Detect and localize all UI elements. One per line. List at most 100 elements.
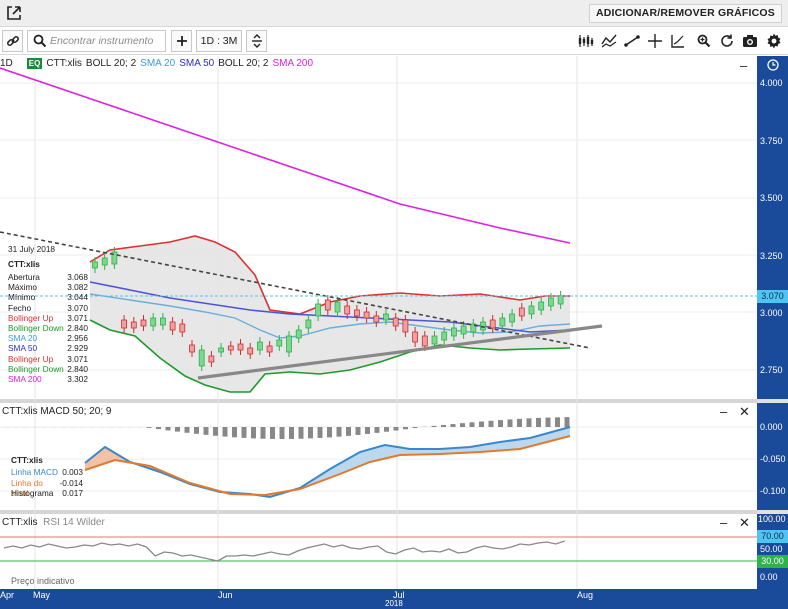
macd-tick: -0.050 (760, 454, 786, 464)
candle (150, 313, 157, 331)
date-tick: Jun (218, 590, 233, 600)
settings-gear-icon[interactable] (764, 31, 784, 51)
candle (402, 315, 409, 337)
candle (324, 295, 331, 315)
macd-histogram-bar (308, 427, 313, 439)
candle (480, 317, 486, 335)
link-button[interactable] (2, 30, 23, 52)
candle (499, 313, 506, 331)
candle (130, 317, 137, 333)
minimize-macd-icon[interactable]: – (720, 404, 728, 419)
macd-histogram-bar (260, 427, 266, 439)
top-bar: ADICIONAR/REMOVER GRÁFICOS (0, 0, 788, 27)
close-macd-icon[interactable]: ✕ (739, 404, 750, 419)
panel-divider[interactable] (0, 510, 757, 514)
candle (169, 317, 176, 335)
legend-sma200[interactable]: SMA 200 (272, 58, 314, 69)
macd-histogram-bar (241, 427, 247, 438)
candle (286, 331, 292, 357)
candle (334, 297, 341, 317)
chart-canvas[interactable] (0, 56, 757, 589)
indicative-price-note: Preço indicativo (11, 576, 75, 586)
camera-icon[interactable] (740, 31, 760, 51)
rsi-tick: 100.00 (758, 514, 786, 524)
macd-histogram-bar (317, 427, 323, 438)
bollinger-down-line (89, 319, 571, 393)
macd-histogram-bar (270, 427, 275, 439)
candle (189, 340, 195, 357)
dashed-trendline[interactable] (0, 231, 591, 349)
zoom-icon[interactable] (694, 31, 714, 51)
expand-icon[interactable] (4, 4, 24, 22)
tooltip-row: Fecho 3.070 (8, 302, 88, 313)
chart-type-candles-icon[interactable] (576, 31, 596, 51)
sma200-line (0, 67, 571, 244)
macd-histogram-bar (346, 427, 351, 436)
macd-histogram-bar (498, 420, 503, 427)
date-tick: Aug (577, 590, 594, 600)
rsi-oversold-marker: 30.00 (757, 555, 788, 568)
date-tick: Jul (393, 590, 405, 600)
macd-histogram-bar (460, 423, 465, 427)
minimize-main-panel-icon[interactable]: – (740, 58, 748, 73)
candle (227, 341, 234, 355)
rsi-overbought-marker: 70.00 (757, 530, 788, 543)
axis-divider (757, 399, 788, 403)
close-rsi-icon[interactable]: ✕ (739, 515, 750, 530)
minimize-rsi-icon[interactable]: – (720, 515, 728, 530)
price-axis[interactable] (757, 56, 788, 589)
support-trendline[interactable] (197, 324, 603, 380)
candle (121, 315, 127, 333)
add-remove-charts-button[interactable]: ADICIONAR/REMOVER GRÁFICOS (588, 4, 782, 23)
trendline-tool-icon[interactable] (622, 31, 642, 51)
chart-legend: 1D EQ CTT:xlis BOLL 20; 2 SMA 20 SMA 50 BOLL 2… (0, 58, 317, 72)
candle (101, 253, 108, 270)
candle (353, 305, 360, 321)
search-input[interactable] (50, 33, 162, 49)
macd-histogram-bar (184, 427, 190, 433)
macd-tick: 0.000 (760, 422, 783, 432)
tooltip-row: SMA 200 3.302 (8, 373, 88, 384)
add-button[interactable] (171, 30, 192, 52)
year-label: 2018 (385, 599, 403, 608)
clock-icon[interactable] (767, 59, 779, 71)
legend-boll-2[interactable]: BOLL 20; 2 (218, 58, 269, 69)
legend-symbol[interactable]: CTT:xlis (46, 58, 82, 69)
candle (247, 343, 254, 359)
macd-histogram-bar (374, 427, 380, 433)
refresh-icon[interactable] (717, 31, 737, 51)
axis-scale-icon[interactable] (668, 31, 688, 51)
date-axis[interactable] (0, 589, 788, 609)
candle (266, 341, 273, 357)
price-tick: 3.750 (760, 136, 783, 146)
macd-histogram-bar (289, 427, 294, 439)
panel-divider[interactable] (0, 399, 757, 403)
rsi-panel-title[interactable]: CTT:xlis RSI 14 Wilder (2, 517, 105, 528)
signal-line-value: -0.014 (59, 477, 83, 488)
macd-panel-title[interactable]: CTT:xlis MACD 50; 20; 9 (2, 406, 112, 417)
candle (470, 319, 477, 337)
candle (509, 309, 516, 327)
candle (218, 343, 225, 357)
candle (92, 257, 98, 273)
macd-line-value: 0.003 (62, 467, 83, 477)
legend-boll-1[interactable]: BOLL 20; 2 (85, 58, 137, 69)
price-tick: 3.000 (760, 308, 783, 318)
macd-histogram-bar (175, 427, 180, 432)
toolbar: 1D : 3M (0, 27, 788, 55)
legend-sma20[interactable]: SMA 20 (140, 58, 176, 69)
candle (538, 297, 545, 315)
interval-selector[interactable]: 1D : 3M (196, 30, 242, 52)
macd-histogram-bar (365, 427, 370, 434)
crosshair-icon[interactable] (645, 31, 665, 51)
macd-line-label: Linha MACD (11, 467, 59, 477)
macd-histogram-bar (355, 427, 361, 435)
axis-divider (757, 510, 788, 514)
instrument-search[interactable] (27, 30, 166, 52)
date-tick: Apr (0, 590, 15, 600)
equity-badge: EQ (26, 58, 43, 69)
indicators-icon[interactable] (599, 31, 619, 51)
legend-sma50[interactable]: SMA 50 (179, 58, 215, 69)
macd-tick: -0.100 (760, 486, 786, 496)
compare-button[interactable] (246, 30, 267, 52)
